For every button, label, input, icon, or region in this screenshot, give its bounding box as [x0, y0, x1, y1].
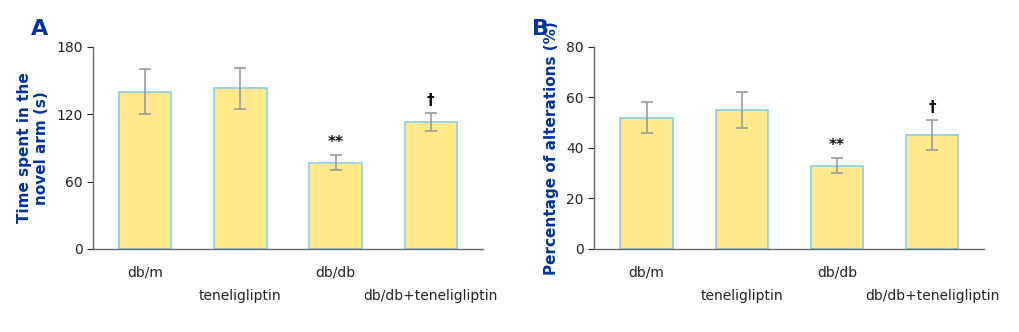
Text: B: B: [531, 19, 548, 39]
Y-axis label: Percentage of alterations (%): Percentage of alterations (%): [544, 21, 558, 275]
Text: †: †: [427, 93, 434, 108]
Text: A: A: [31, 19, 48, 39]
Bar: [810, 166, 862, 249]
Text: †: †: [927, 100, 934, 115]
Y-axis label: Time spent in the
novel arm (s): Time spent in the novel arm (s): [16, 73, 49, 223]
Text: **: **: [327, 135, 343, 150]
Text: db/db+teneligliptin: db/db+teneligliptin: [864, 290, 999, 303]
Bar: [119, 92, 171, 249]
Bar: [905, 135, 957, 249]
Text: db/db: db/db: [315, 265, 356, 279]
Bar: [309, 163, 362, 249]
Text: **: **: [828, 138, 844, 153]
Text: teneligliptin: teneligliptin: [700, 290, 783, 303]
Bar: [214, 88, 266, 249]
Bar: [405, 122, 457, 249]
Text: db/m: db/m: [628, 265, 663, 279]
Text: db/m: db/m: [127, 265, 163, 279]
Text: db/db+teneligliptin: db/db+teneligliptin: [363, 290, 497, 303]
Bar: [620, 118, 673, 249]
Text: teneligliptin: teneligliptin: [199, 290, 281, 303]
Bar: [715, 110, 767, 249]
Text: db/db: db/db: [816, 265, 856, 279]
